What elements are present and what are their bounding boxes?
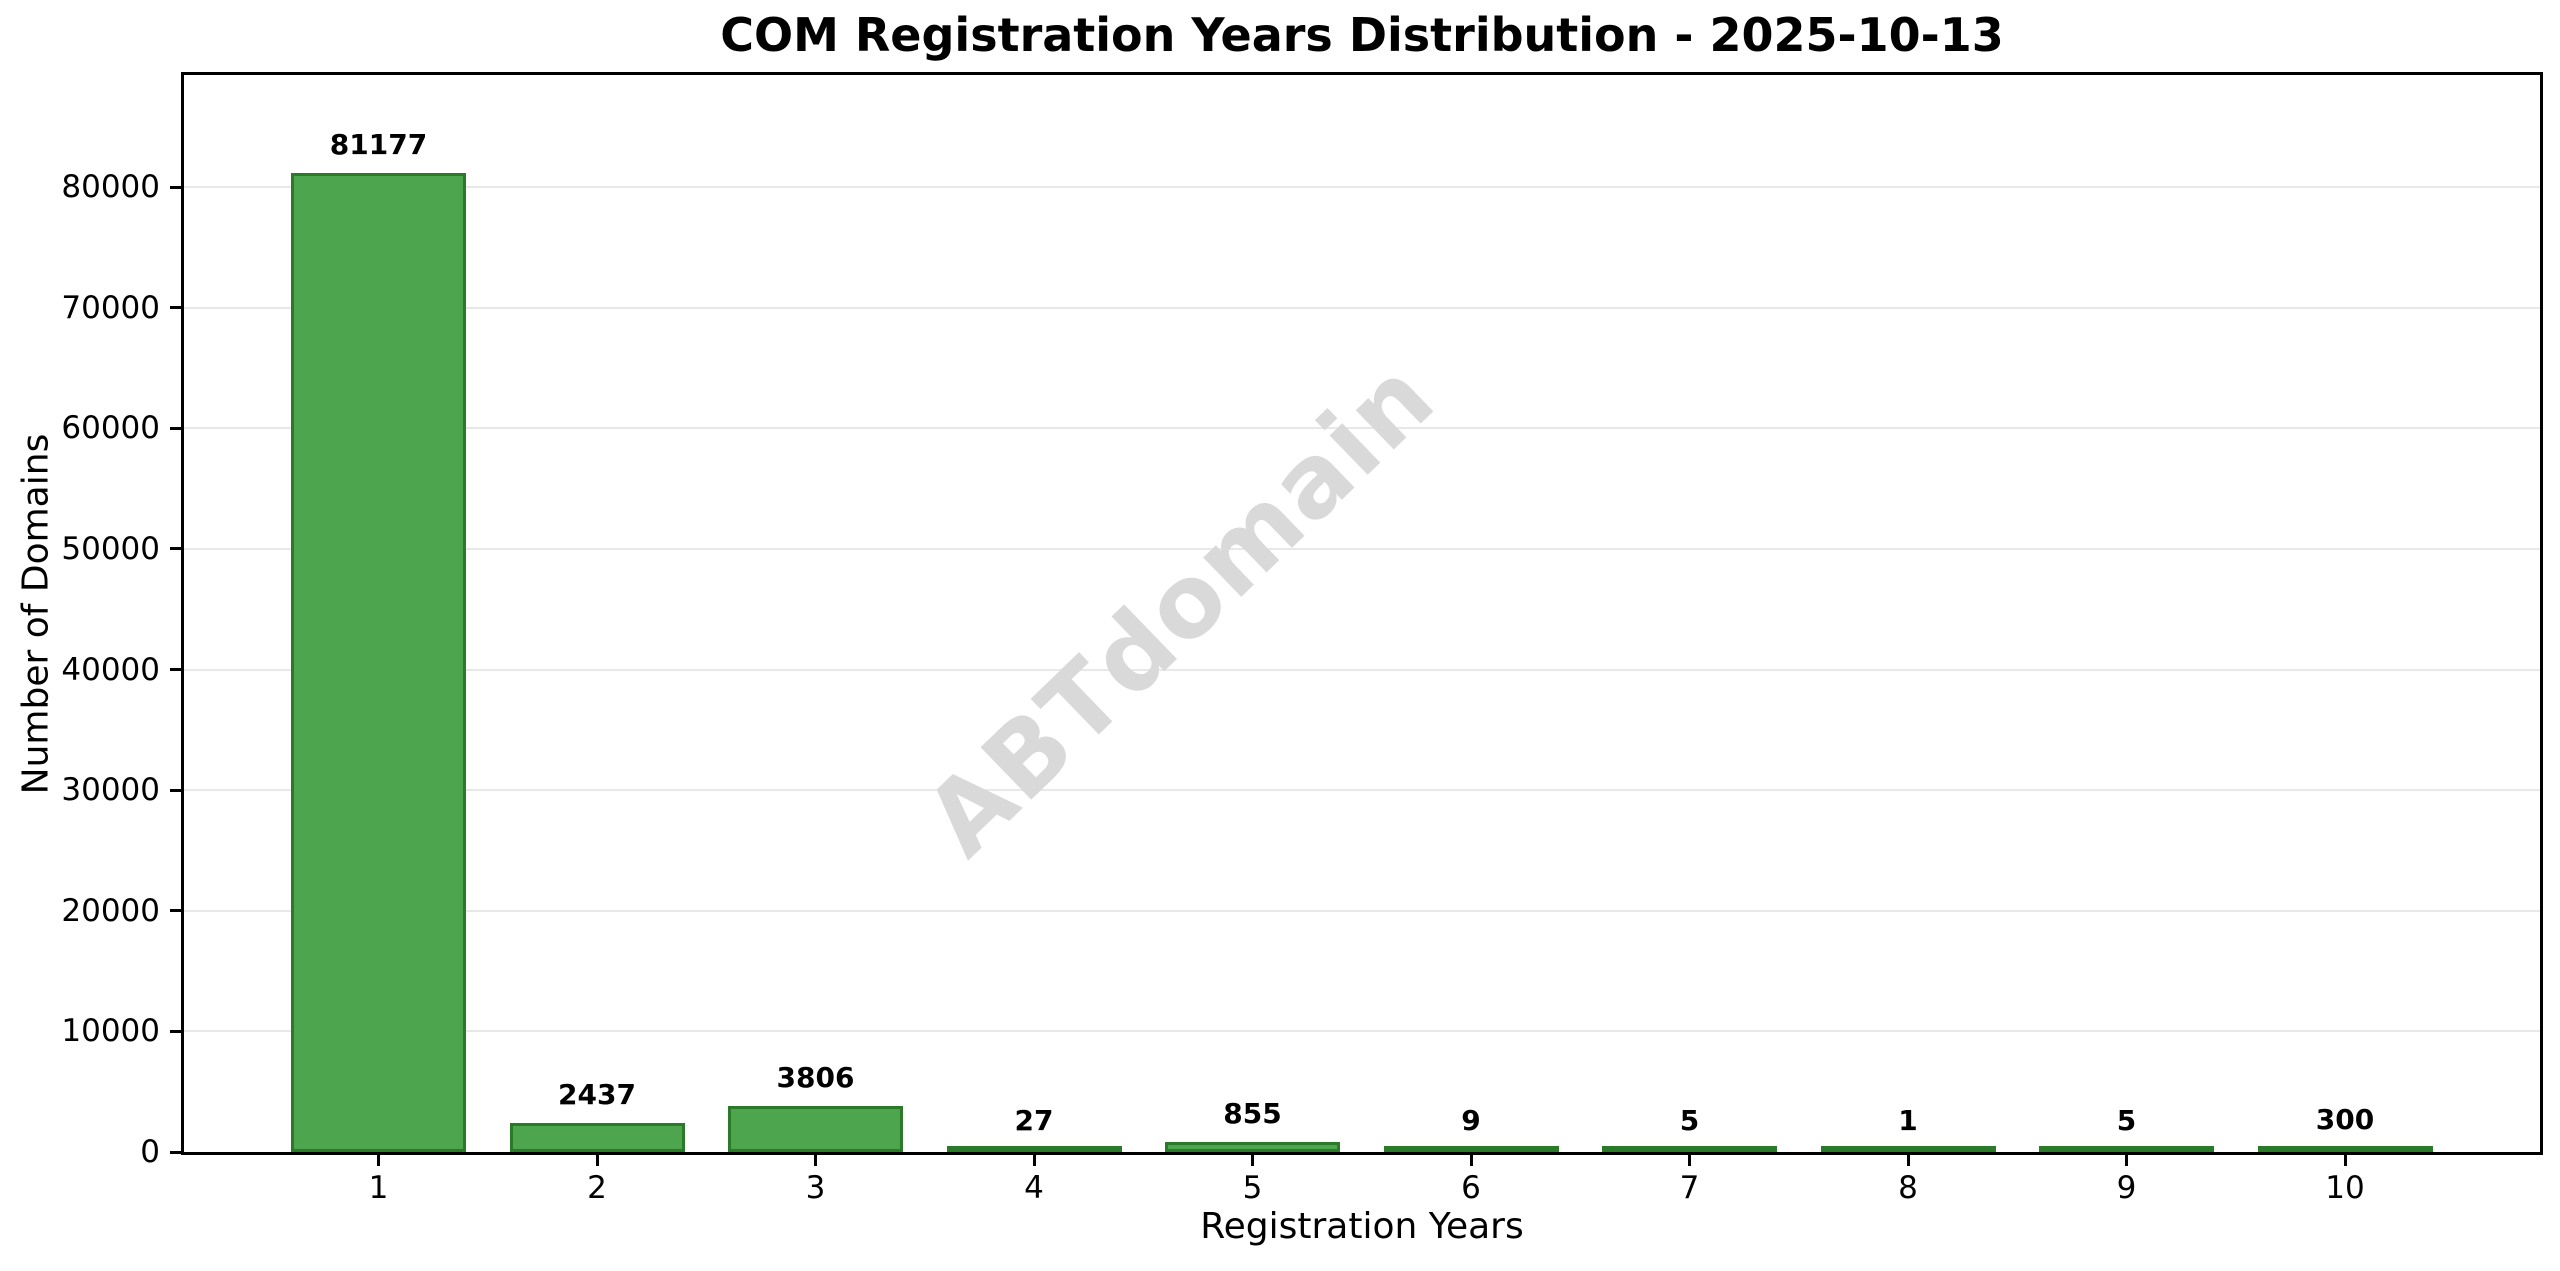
bar-value-label: 81177 [329,127,428,161]
x-tick-label: 4 [1024,1170,1044,1206]
y-tick-label: 60000 [61,410,160,447]
gridline [184,427,2540,430]
top-spine [181,72,2543,75]
x-tick-label: 6 [1461,1170,1481,1206]
bar-value-label: 3806 [776,1061,855,1095]
gridline [184,186,2540,189]
x-tick-mark [1906,1155,1910,1166]
gridline [184,909,2540,912]
plot-area: 81177 2437 3806 27 855 9 5 1 5 300 0 10000 20000 300… [61,72,2543,1206]
y-tick-label: 30000 [61,772,160,809]
chart-title: COM Registration Years Distribution - 20… [720,8,2004,62]
x-tick-label: 1 [368,1170,389,1206]
y-tick-label: 70000 [61,289,160,326]
y-tick-label: 20000 [61,892,160,929]
y-tick-mark [170,668,181,672]
gridline [184,789,2540,792]
x-tick-mark [1032,1155,1036,1166]
gridline [184,547,2540,550]
y-tick-mark [170,788,181,792]
gridline [184,1030,2540,1033]
x-tick-label: 2 [587,1170,607,1206]
bar-value-label: 5 [1679,1104,1700,1137]
bar-value-label: 300 [2315,1103,2375,1137]
bar [2257,1146,2433,1152]
y-tick-mark [170,1029,181,1033]
y-tick-mark [170,1150,181,1154]
x-tick-mark [1251,1155,1254,1166]
bar [1383,1146,1559,1152]
right-spine [2540,72,2543,1155]
y-tick-label: 80000 [61,169,160,206]
y-tick-mark [170,547,181,551]
x-tick-mark [2343,1155,2347,1166]
gridline [184,668,2540,671]
x-axis-label: Registration Years [1200,1206,1524,1247]
y-tick-label: 0 [140,1134,160,1170]
bar [2039,1146,2214,1152]
x-tick-label: 5 [1242,1170,1263,1206]
y-tick-label: 10000 [61,1013,160,1050]
x-tick-label: 8 [1898,1170,1918,1206]
gridline [184,306,2540,309]
y-tick-mark [170,185,181,189]
x-axis-line [181,1152,2543,1155]
y-tick-label: 40000 [61,651,160,688]
y-axis-line [181,72,184,1155]
x-tick-label: 9 [2116,1170,2137,1206]
x-tick-mark [377,1155,380,1166]
x-tick-mark [2125,1155,2128,1166]
x-tick-label: 7 [1679,1170,1700,1206]
x-tick-mark [595,1155,599,1166]
bar [291,172,466,1152]
bar-value-label: 27 [1014,1104,1054,1137]
bar-value-label: 1 [1898,1104,1918,1137]
bar [946,1146,1122,1152]
bar-value-label: 2437 [558,1077,636,1111]
bar-value-label: 5 [2116,1104,2137,1137]
x-tick-label: 3 [805,1170,826,1206]
y-axis-label: Number of Domains [15,433,57,795]
bar [1820,1146,1996,1152]
bar-value-label: 855 [1223,1096,1282,1130]
bar [1165,1141,1340,1152]
bar [1602,1146,1777,1152]
x-tick-mark [814,1155,817,1166]
y-tick-mark [170,306,181,310]
bar [728,1106,903,1152]
x-tick-mark [1688,1155,1691,1166]
y-tick-mark [170,909,181,913]
bar-value-label: 9 [1461,1104,1481,1137]
bar [509,1122,685,1152]
y-tick-mark [170,426,181,430]
x-tick-mark [1469,1155,1473,1166]
x-tick-label: 10 [2325,1170,2365,1206]
y-tick-label: 50000 [61,530,160,567]
